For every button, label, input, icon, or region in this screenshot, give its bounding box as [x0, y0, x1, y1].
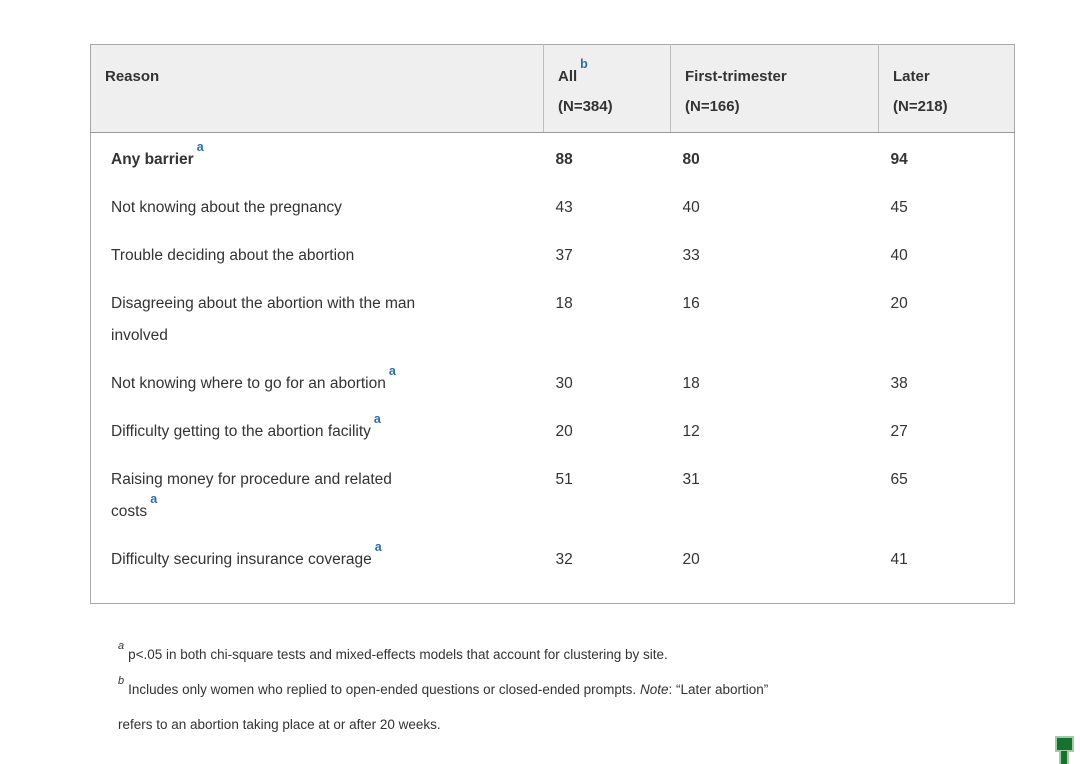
marker-stem: [1059, 751, 1069, 764]
value-cell-later: 41: [890, 551, 908, 568]
column-header-reason: Reason: [90, 44, 544, 133]
value-cell-later: 27: [890, 423, 908, 440]
reason-cell: Not knowing about the pregnancy: [111, 199, 342, 216]
column-header-label: Later: [893, 68, 930, 85]
footnote-ref-b-icon: b: [580, 57, 588, 71]
footnote-ref-a-icon: a: [196, 139, 204, 154]
value-cell-later: 20: [890, 295, 908, 312]
table-row-any-barrier: Any barriera 88 80 94: [91, 133, 1015, 185]
value-cell-all: 51: [555, 471, 573, 488]
table-header: Reason Allb (N=384) First-trimester (N=1…: [90, 44, 1015, 133]
table-row: Trouble deciding about the abortion 37 3…: [91, 232, 1015, 280]
column-header-n: (N=166): [685, 98, 740, 115]
value-cell-first: 80: [682, 151, 700, 168]
reason-cell: Trouble deciding about the abortion: [111, 247, 355, 264]
value-cell-later: 40: [890, 247, 908, 264]
footnote-b: bIncludes only women who replied to open…: [118, 672, 966, 742]
table-row: Difficulty getting to the abortion facil…: [91, 408, 1015, 456]
column-header-first-trimester: First-trimester (N=166): [670, 44, 879, 133]
footnote-a: ap<.05 in both chi-square tests and mixe…: [118, 637, 966, 672]
value-cell-first: 16: [682, 295, 700, 312]
footnote-ref-a-icon: a: [373, 411, 381, 426]
value-cell-later: 38: [890, 375, 908, 392]
note-label: Note: [639, 682, 669, 697]
footnote-b-text-continued: : “Later abortion” refers to an abortion…: [118, 682, 769, 732]
footnote-ref-a-icon: a: [388, 363, 396, 378]
reason-cell: Difficulty securing insurance coveragea: [111, 539, 382, 568]
value-cell-all: 37: [555, 247, 573, 264]
value-cell-first: 33: [682, 247, 700, 264]
value-cell-all: 18: [555, 295, 573, 312]
value-cell-later: 45: [890, 199, 908, 216]
column-header-label: Reason: [105, 68, 160, 85]
barriers-table-container: Reason Allb (N=384) First-trimester (N=1…: [90, 44, 1015, 604]
reason-cell: Any barriera: [111, 139, 204, 168]
table-row: Difficulty securing insurance coveragea …: [91, 536, 1015, 604]
value-cell-first: 12: [682, 423, 700, 440]
column-header-all: Allb (N=384): [543, 44, 671, 133]
value-cell-first: 31: [682, 471, 700, 488]
value-cell-later: 65: [890, 471, 908, 488]
value-cell-first: 40: [682, 199, 700, 216]
barriers-table: Reason Allb (N=384) First-trimester (N=1…: [90, 44, 1015, 604]
marker-head: [1055, 736, 1074, 752]
green-cursor-marker-icon: [1055, 736, 1075, 764]
column-header-later: Later (N=218): [878, 44, 1015, 133]
column-header-n: (N=218): [893, 98, 948, 115]
reason-cell: Difficulty getting to the abortion facil…: [111, 411, 381, 440]
column-header-label: All: [558, 68, 578, 85]
table-row: Not knowing where to go for an abortiona…: [91, 360, 1015, 408]
footnote-b-text: Includes only women who replied to open-…: [128, 682, 640, 697]
table-row: Not knowing about the pregnancy 43 40 45: [91, 184, 1015, 232]
reason-cell: Raising money for procedure and related …: [111, 471, 392, 520]
column-header-n: (N=384): [558, 98, 613, 115]
reason-cell: Disagreeing about the abortion with the …: [111, 295, 416, 344]
footnote-ref-a-icon: a: [374, 539, 382, 554]
value-cell-all: 20: [555, 423, 573, 440]
footnote-marker-b: b: [118, 674, 125, 687]
value-cell-first: 18: [682, 375, 700, 392]
table-row: Disagreeing about the abortion with the …: [91, 280, 1015, 360]
table-row: Raising money for procedure and related …: [91, 456, 1015, 536]
footnotes-block: ap<.05 in both chi-square tests and mixe…: [118, 637, 966, 742]
table-body: Any barriera 88 80 94 Not knowing about …: [91, 133, 1015, 604]
value-cell-all: 30: [555, 375, 573, 392]
reason-cell: Not knowing where to go for an abortiona: [111, 363, 396, 392]
footnote-ref-a-icon: a: [150, 491, 158, 506]
column-header-label: First-trimester: [685, 68, 787, 85]
value-cell-first: 20: [682, 551, 700, 568]
value-cell-later: 94: [890, 151, 908, 168]
footnote-a-text: p<.05 in both chi-square tests and mixed…: [128, 647, 668, 662]
value-cell-all: 88: [555, 151, 573, 168]
value-cell-all: 43: [555, 199, 573, 216]
value-cell-all: 32: [555, 551, 573, 568]
footnote-marker-a: a: [118, 639, 125, 652]
